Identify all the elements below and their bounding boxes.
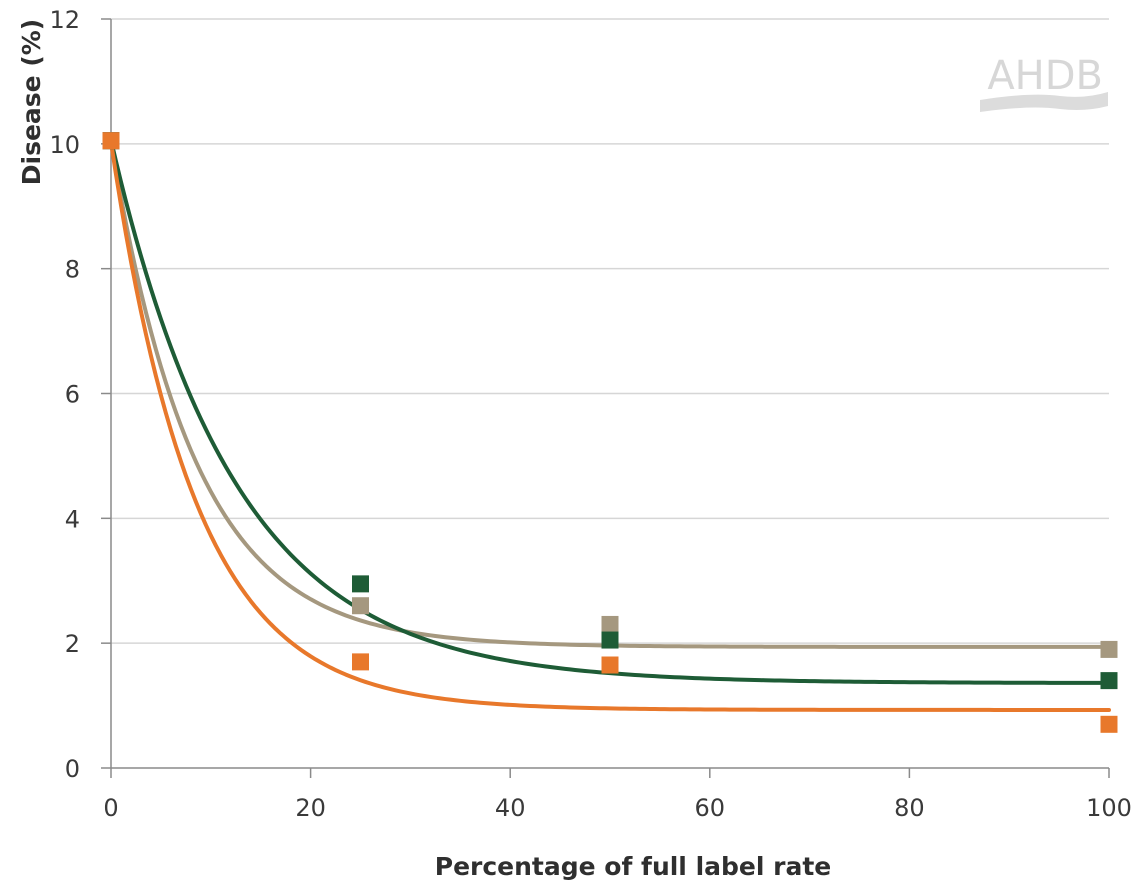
point-marker-series-3 [601,656,619,674]
y-tick-label: 10 [49,131,80,159]
y-tick-label: 0 [65,755,80,783]
y-tick-label: 8 [65,256,80,284]
point-marker-series-3 [1100,715,1118,733]
x-tick-label: 40 [495,794,526,822]
point-marker-series-3 [352,653,369,671]
y-tick-label: 6 [65,381,80,409]
point-marker-series-2 [352,575,369,593]
watermark-logo: AHDB [980,53,1108,112]
x-tick-label: 80 [894,794,925,822]
x-tick-label: 60 [695,794,726,822]
y-tick-label: 12 [49,6,80,34]
point-marker-series-2 [1100,672,1118,690]
point-marker-series-2 [601,631,619,649]
tick-labels: 0 2 4 6 8 10 12 0 20 40 60 80 100 [49,6,1131,822]
point-marker-series-1 [352,597,369,615]
x-tick-label: 100 [1086,794,1132,822]
y-axis-title: Disease (%) [17,19,46,185]
x-tick-label: 20 [295,794,326,822]
point-marker-series-3 [102,132,120,150]
fit-curve-series-3 [109,139,1111,712]
x-tick-label: 0 [103,794,118,822]
point-marker-series-1 [601,615,619,633]
data-points [102,132,1118,733]
fit-curve-series-2 [109,138,1111,685]
point-marker-series-1 [1100,640,1118,658]
gridlines [111,18,1109,644]
watermark-text: AHDB [987,53,1103,99]
y-tick-label: 2 [65,630,80,658]
y-tick-label: 4 [65,505,80,533]
x-axis-title: Percentage of full label rate [435,852,832,881]
watermark-swoosh [980,92,1108,112]
